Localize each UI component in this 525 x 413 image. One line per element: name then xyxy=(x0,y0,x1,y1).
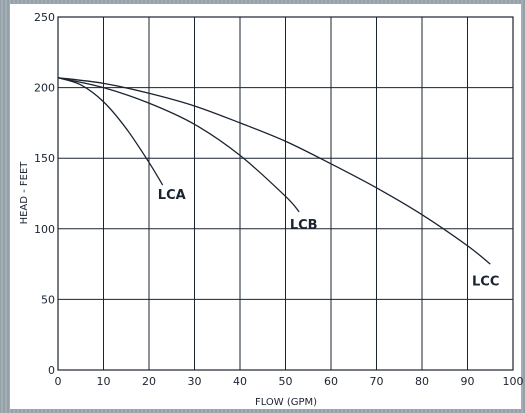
chart-panel xyxy=(10,4,521,409)
x-tick-label: 60 xyxy=(324,375,338,388)
x-tick-label: 90 xyxy=(461,375,475,388)
series-line-lcc xyxy=(57,77,491,265)
series-lines xyxy=(57,77,491,265)
curve-label-lcb: LCB xyxy=(290,218,318,233)
series-line-lcb xyxy=(57,77,300,213)
y-tick-label: 200 xyxy=(34,82,55,95)
x-axis-label: FLOW (GPM) xyxy=(255,397,317,408)
curve-labels: LCA LCB LCC xyxy=(158,188,500,289)
x-tick-label: 80 xyxy=(415,375,429,388)
y-tick-label: 50 xyxy=(41,293,55,306)
x-tick-label: 0 xyxy=(55,375,62,388)
curve-label-lcc: LCC xyxy=(472,274,499,289)
x-tick-label: 20 xyxy=(142,375,156,388)
y-tick-label: 150 xyxy=(34,152,55,165)
curve-label-lca: LCA xyxy=(158,188,186,203)
x-tick-label: 10 xyxy=(97,375,111,388)
y-tick-label: 100 xyxy=(34,223,55,236)
x-tick-label: 70 xyxy=(370,375,384,388)
y-axis-label: HEAD - FEET xyxy=(19,161,30,225)
y-tick-label: 250 xyxy=(34,11,55,24)
x-tick-label: 50 xyxy=(279,375,293,388)
x-tick-label: 40 xyxy=(233,375,247,388)
series-line-lca xyxy=(57,77,164,186)
y-tick-label: 0 xyxy=(48,364,55,377)
y-tick-labels: 0 50 100 150 200 250 xyxy=(34,11,55,377)
x-tick-labels: 0 10 20 30 40 50 60 70 80 90 100 xyxy=(55,375,524,388)
x-tick-label: 30 xyxy=(188,375,202,388)
grid-lines xyxy=(57,16,514,371)
plot-border xyxy=(57,16,514,371)
x-tick-label: 100 xyxy=(503,375,524,388)
